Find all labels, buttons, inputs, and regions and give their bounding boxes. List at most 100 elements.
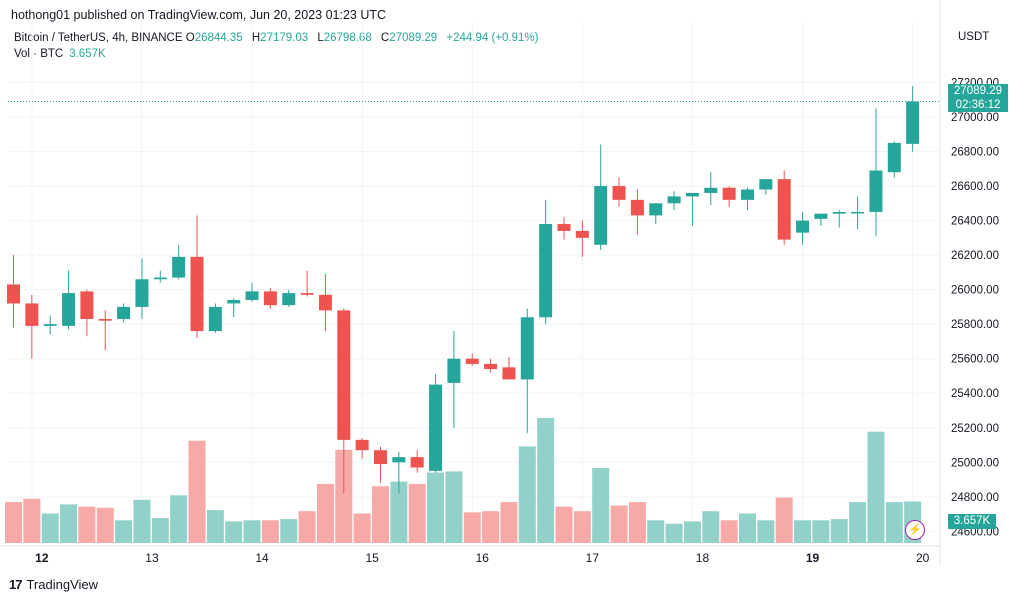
volume-bar — [225, 521, 243, 543]
volume-bar — [243, 520, 261, 543]
volume-value: 3.657K — [69, 48, 106, 60]
candle-body — [410, 457, 424, 468]
volume-bar — [390, 481, 408, 543]
price-tick-label: 25200.00 — [951, 423, 999, 435]
candle-body — [429, 384, 443, 471]
volume-bar — [206, 510, 224, 543]
volume-bar — [115, 520, 133, 543]
volume-bar — [628, 502, 646, 543]
candle-body — [887, 142, 901, 173]
candle-body — [392, 457, 406, 463]
time-tick-label: 13 — [145, 551, 159, 565]
candle-body — [98, 318, 112, 321]
volume-bar — [739, 513, 756, 543]
volume-bar — [41, 513, 59, 543]
candle-body — [667, 196, 681, 204]
candle-body — [43, 324, 57, 326]
close-value: 27089.29 — [389, 32, 438, 44]
volume-bar — [592, 468, 610, 543]
volume-bar — [849, 502, 867, 543]
candle-body — [539, 224, 553, 318]
volume-bar — [335, 449, 353, 543]
time-tick-label: 16 — [476, 551, 490, 565]
candle-body — [851, 211, 865, 214]
volume-bar — [316, 483, 334, 543]
candle-body — [245, 291, 259, 300]
candle-body — [153, 277, 167, 280]
volume-bar — [427, 472, 445, 543]
volume-legend: Vol · BTC 3.657K — [14, 48, 106, 60]
last-volume-tag: 3.657K — [948, 514, 996, 529]
candle-body — [759, 179, 773, 190]
low-value: 26798.68 — [323, 32, 372, 44]
last-price-tag: 27089.29 — [948, 84, 1008, 98]
candle-body — [484, 363, 498, 370]
time-tick-label: 20 — [916, 551, 930, 565]
brand-name: TradingView — [26, 577, 99, 592]
candle-body — [447, 358, 461, 383]
candle-body — [832, 211, 846, 214]
volume-bar — [445, 471, 463, 543]
price-unit: USDT — [958, 31, 990, 43]
price-tick-label: 24600.00 — [951, 526, 999, 538]
open-key: O — [185, 32, 195, 44]
volume-bar — [702, 511, 720, 543]
volume-bar — [867, 431, 885, 543]
volume-bar — [23, 498, 41, 543]
volume-bar — [683, 521, 701, 543]
volume-bar — [885, 502, 903, 543]
candle-body — [777, 179, 791, 240]
candle-body — [557, 224, 571, 231]
open-value: 26844.35 — [194, 32, 243, 44]
volume-bar — [720, 520, 738, 543]
volume-bar — [610, 505, 628, 543]
price-tick-label: 26600.00 — [951, 181, 999, 193]
candle-body — [190, 256, 204, 332]
price-tick-label: 27000.00 — [951, 112, 999, 124]
volume-bar — [353, 513, 371, 543]
volume-bar — [665, 523, 683, 543]
low-key: L — [317, 32, 324, 44]
candle-body — [135, 279, 149, 307]
volume-bar — [5, 502, 22, 543]
candle-body — [594, 186, 608, 245]
candle-countdown-tag: 02:36:12 — [948, 98, 1008, 112]
volume-bar — [518, 446, 536, 543]
candle-body — [704, 187, 718, 193]
price-tick-label: 25000.00 — [951, 457, 999, 469]
time-tick-label: 19 — [806, 551, 820, 565]
candle-body — [612, 186, 626, 200]
volume-bar — [573, 511, 591, 543]
candle-body — [282, 293, 296, 306]
symbol-legend: Bitcoin / TetherUS, 4h, BINANCE O26844.3… — [14, 32, 544, 44]
candle-body — [263, 291, 277, 306]
volume-bar — [408, 483, 426, 543]
volume-bar — [775, 497, 793, 543]
candle-body — [649, 203, 663, 216]
volume-bar — [261, 520, 279, 543]
time-tick-label: 17 — [586, 551, 600, 565]
candle-body — [80, 291, 94, 319]
candle-body — [355, 439, 369, 451]
price-tick-label: 26200.00 — [951, 250, 999, 262]
price-tick-label: 25400.00 — [951, 388, 999, 400]
price-tick-label: 26400.00 — [951, 216, 999, 228]
candle-body — [227, 300, 241, 304]
lightning-icon[interactable]: ⚡ — [905, 520, 925, 540]
candle-body — [465, 358, 479, 364]
price-tick-label: 25600.00 — [951, 354, 999, 366]
price-tick-label: 25800.00 — [951, 319, 999, 331]
volume-label: Vol · BTC — [14, 48, 64, 60]
close-key: C — [380, 32, 390, 44]
candle-body — [630, 199, 644, 216]
tradingview-brand[interactable]: 17 TradingView — [9, 577, 98, 592]
volume-bar — [500, 502, 518, 543]
volume-bar — [280, 519, 298, 543]
volume-bar — [794, 520, 812, 543]
time-tick-label: 14 — [255, 551, 269, 565]
volume-bar — [555, 506, 573, 543]
candle-body — [25, 303, 39, 326]
candle-body — [520, 317, 534, 380]
candle-body — [172, 256, 186, 278]
